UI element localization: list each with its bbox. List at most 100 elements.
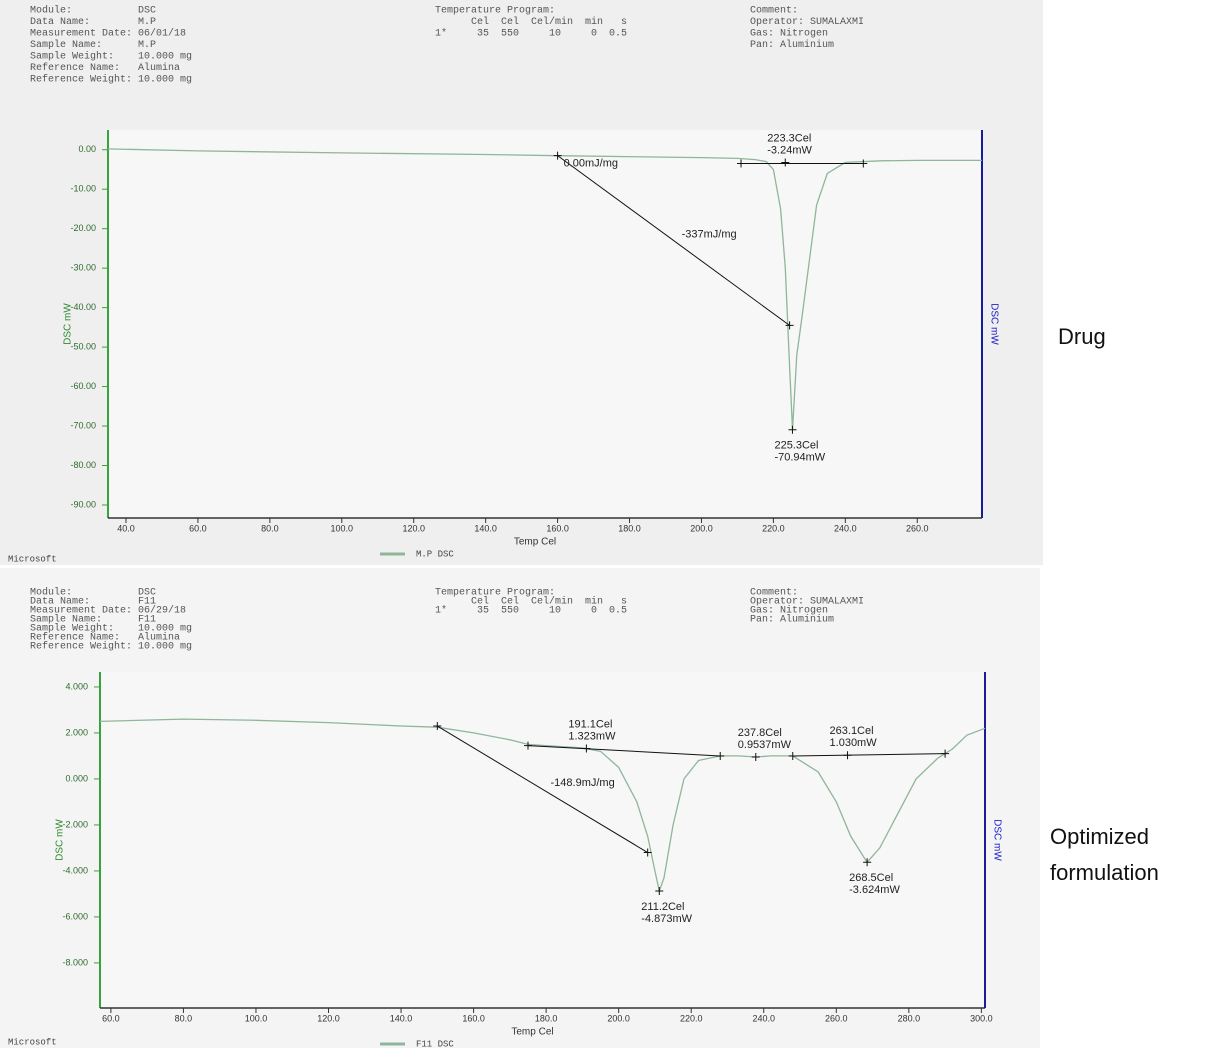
header-line: Operator: SUMALAXMI: [750, 17, 864, 28]
x-tick-label: 220.0: [762, 523, 785, 533]
y-tick-label: 2.000: [65, 727, 88, 737]
y-tick-label: -90.00: [70, 499, 96, 509]
y2-axis-label: DSC mW: [988, 303, 999, 345]
header-line: 1* 35 550 10 0 0.5: [435, 605, 627, 617]
peak-label: -70.94mW: [774, 452, 825, 464]
y-tick-label: -70.00: [70, 420, 96, 430]
x-tick-label: 60.0: [102, 1013, 120, 1023]
header-line: Operator: SUMALAXMI: [750, 597, 864, 608]
endpoint-cross: [433, 722, 442, 731]
y-tick-label: -8.000: [62, 957, 88, 967]
peak-label: 1.323mW: [568, 730, 616, 742]
baseline-line: [792, 753, 946, 757]
side-label: formulation: [1050, 860, 1159, 885]
x-tick-label: 160.0: [462, 1013, 485, 1023]
enthalpy-label: 0.00mJ/mg: [564, 158, 618, 170]
enthalpy-label: -148.9mJ/mg: [551, 777, 615, 789]
x-tick-label: 220.0: [680, 1013, 703, 1023]
peak-marker: [655, 887, 664, 896]
x-tick-label: 120.0: [402, 523, 425, 533]
x-tick-label: 180.0: [535, 1013, 558, 1023]
header-line: Reference Weight: 10.000 mg: [30, 74, 192, 86]
x-tick-label: 120.0: [317, 1013, 340, 1023]
endpoint-cross: [788, 751, 797, 760]
x-tick-label: 100.0: [245, 1013, 268, 1023]
x-tick-label: 140.0: [390, 1013, 413, 1023]
peak-marker: [863, 858, 872, 867]
baseline-line: [527, 745, 721, 757]
header-line: Gas: Nitrogen: [750, 28, 828, 40]
legend-label: F11 DSC: [416, 1039, 454, 1048]
y2-axis-label: DSC mW: [991, 819, 1002, 861]
peak-label: 1.030mW: [830, 737, 878, 749]
header-line: Comment:: [750, 6, 798, 17]
y-axis-label: DSC mW: [63, 303, 74, 345]
x-axis-label: Temp Cel: [514, 537, 556, 548]
header-line: Module: DSC: [30, 587, 156, 599]
y-tick-label: -6.000: [62, 911, 88, 921]
endpoint-cross: [941, 749, 950, 758]
peak-label: 0.9537mW: [738, 739, 792, 751]
header-line: Sample Name: M.P: [30, 39, 156, 51]
peak-label: 237.8Cel: [738, 727, 782, 739]
header-line: Sample Weight: 10.000 mg: [30, 51, 192, 63]
baseline-line: [437, 725, 648, 853]
y-tick-label: -40.00: [70, 302, 96, 312]
peak-label: 211.2Cel: [641, 901, 684, 913]
peak-label: -4.873mW: [641, 913, 692, 925]
header-line: 1* 35 550 10 0 0.5: [435, 28, 627, 40]
x-tick-label: 260.0: [825, 1013, 848, 1023]
y-tick-label: -20.00: [70, 223, 96, 233]
header-line: Temperature Program:: [435, 6, 555, 17]
x-tick-label: 140.0: [474, 523, 497, 533]
header-line: Reference Weight: 10.000 mg: [30, 641, 192, 653]
side-label: Optimized: [1050, 824, 1149, 849]
endpoint-cross: [737, 159, 746, 168]
y-tick-label: -60.00: [70, 381, 96, 391]
header-line: Cel Cel Cel/min min s: [435, 16, 627, 28]
endpoint-cross: [785, 321, 794, 330]
legend-label: M.P DSC: [416, 549, 454, 559]
dsc-curve: [99, 718, 986, 894]
y-tick-label: -10.00: [70, 184, 96, 194]
peak-marker: [781, 158, 790, 167]
x-tick-label: 300.0: [970, 1013, 993, 1023]
y-tick-label: -4.000: [62, 865, 88, 875]
header-line: Pan: Aluminium: [750, 614, 834, 626]
endpoint-cross: [716, 751, 725, 760]
peak-label: 191.1Cel: [568, 718, 612, 730]
x-tick-label: 200.0: [690, 523, 713, 533]
y-tick-label: -2.000: [62, 819, 88, 829]
endpoint-cross: [859, 159, 868, 168]
y-axis-label: DSC mW: [55, 819, 66, 861]
x-tick-label: 240.0: [834, 523, 857, 533]
header-line: Reference Name: Alumina: [30, 62, 180, 74]
header-line: Sample Weight: 10.000 mg: [30, 623, 192, 635]
header-line: Sample Name: F11: [30, 614, 156, 626]
x-tick-label: 80.0: [261, 523, 279, 533]
header-line: Temperature Program:: [435, 588, 555, 599]
peak-marker: [582, 744, 591, 753]
x-tick-label: 180.0: [618, 523, 641, 533]
endpoint-cross: [643, 848, 652, 857]
peak-label: -3.624mW: [849, 884, 900, 896]
x-axis-label: Temp Cel: [511, 1027, 553, 1038]
x-tick-label: 280.0: [898, 1013, 921, 1023]
x-tick-label: 60.0: [189, 523, 207, 533]
peak-label: 223.3Cel: [767, 132, 811, 144]
x-tick-label: 40.0: [117, 523, 135, 533]
header-line: Data Name: M.P: [30, 17, 156, 28]
peak-label: 225.3Cel: [774, 440, 818, 452]
peak-label: 268.5Cel: [849, 872, 893, 884]
x-tick-label: 240.0: [752, 1013, 775, 1023]
side-label: Drug: [1058, 324, 1106, 349]
plot-area: [108, 130, 982, 518]
dsc-curve: [107, 148, 982, 430]
header-line: Data Name: F11: [30, 597, 156, 608]
peak-label: 263.1Cel: [830, 725, 874, 737]
y-tick-label: 0.000: [65, 773, 88, 783]
peak-marker: [751, 753, 760, 762]
header-line: Comment:: [750, 588, 798, 599]
